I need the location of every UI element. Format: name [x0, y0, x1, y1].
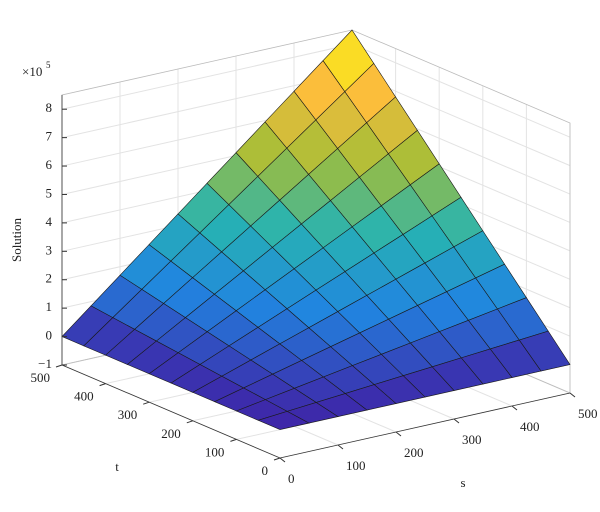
s-tick-label: 100 [346, 458, 366, 473]
surface-cell [257, 411, 310, 430]
t-tick-label: 500 [31, 370, 51, 385]
s-tick-label: 200 [404, 445, 424, 460]
t-tick-label: 0 [262, 463, 269, 478]
s-tick [279, 457, 286, 463]
z-tick-label: 5 [46, 185, 53, 200]
z-tick-label: 0 [46, 328, 53, 343]
z-tick-label: 8 [46, 100, 53, 115]
s-axis-label: s [460, 475, 465, 490]
z-tick-label: 2 [46, 271, 53, 286]
z-tick-label: 7 [46, 129, 53, 144]
z-tick-label: 3 [46, 242, 53, 257]
s-tick-label: 0 [288, 471, 295, 486]
s-tick [453, 418, 460, 424]
t-tick-label: 100 [205, 444, 225, 459]
t-axis-label: t [115, 459, 119, 474]
t-tick [186, 420, 193, 424]
s-tick-label: 500 [578, 406, 598, 421]
t-tick [273, 457, 281, 461]
s-tick-label: 400 [520, 419, 540, 434]
t-tick-label: 400 [74, 389, 94, 404]
z-tick-label: 4 [46, 214, 53, 229]
s-tick [337, 444, 344, 450]
s-tick [511, 405, 518, 411]
z-tick-label: 6 [46, 157, 53, 172]
multiplier: ×10 [22, 64, 42, 79]
t-tick [143, 401, 150, 405]
z-tick-label: −1 [38, 356, 52, 371]
s-tick [569, 392, 576, 398]
multiplier-exponent: 5 [46, 60, 51, 70]
t-tick [55, 364, 63, 368]
z-axis-label: Solution [9, 217, 24, 262]
z-tick-label: 1 [46, 299, 53, 314]
t-tick-label: 200 [161, 426, 181, 441]
t-tick [99, 383, 106, 387]
t-tick [230, 438, 237, 442]
t-tick-label: 300 [118, 407, 138, 422]
s-tick-label: 300 [462, 432, 482, 447]
s-tick [395, 431, 402, 437]
